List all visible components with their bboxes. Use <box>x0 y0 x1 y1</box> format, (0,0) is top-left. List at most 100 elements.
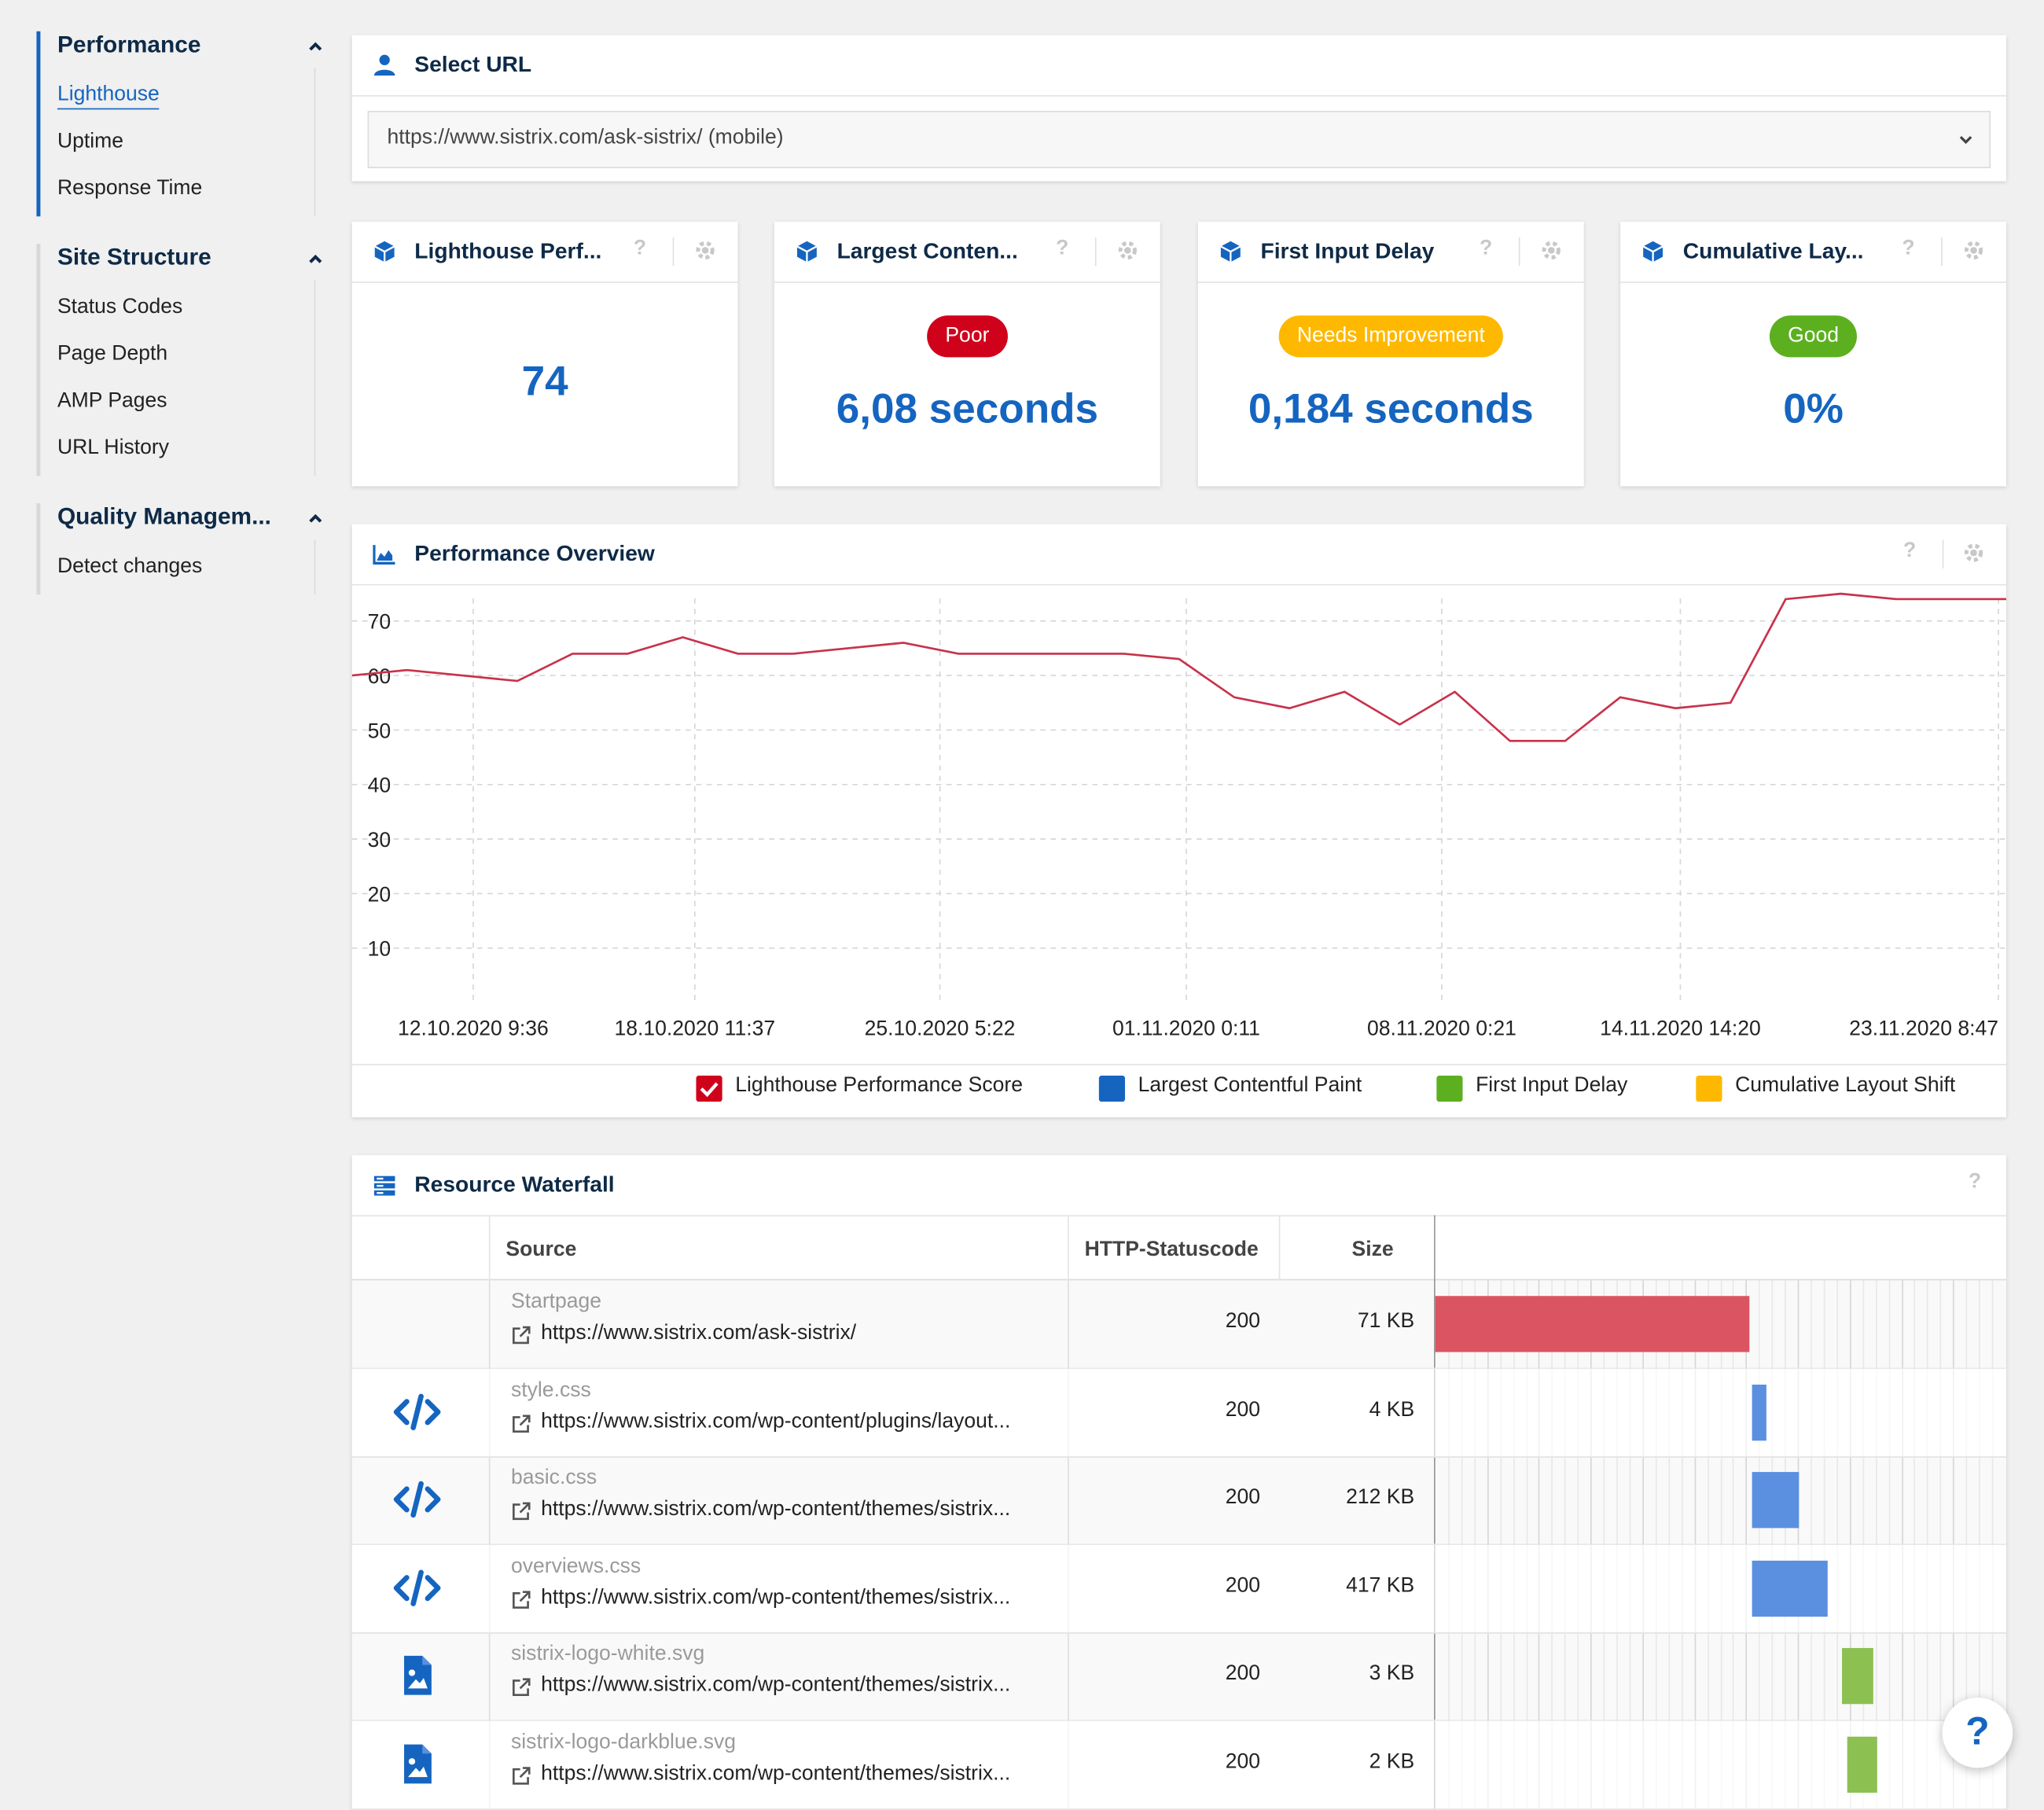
help-icon[interactable]: ? <box>1968 1171 1982 1194</box>
table-row[interactable]: Startpage https://www.sistrix.com/ask-si… <box>351 1280 2006 1370</box>
external-link-icon[interactable] <box>511 1589 532 1610</box>
http-status: 200 <box>1225 1750 1260 1774</box>
resource-url-link[interactable]: https://www.sistrix.com/wp-content/plugi… <box>541 1410 1011 1433</box>
table-row[interactable]: sistrix-logo-darkblue.svg https://www.si… <box>351 1720 2006 1810</box>
metric-card: Largest Conten... ? Poor 6,08 seconds <box>774 221 1160 487</box>
legend-item[interactable]: Cumulative Layout Shift <box>1696 1074 1956 1102</box>
metric-card: Cumulative Lay... ? Good 0% <box>1620 221 2006 487</box>
legend-item[interactable]: Largest Contentful Paint <box>1098 1074 1362 1102</box>
waterfall-bar[interactable] <box>1435 1296 1750 1352</box>
y-tick-label: 20 <box>368 882 392 906</box>
cube-icon <box>796 241 818 263</box>
sidebar-item-page-depth[interactable]: Page Depth <box>57 343 168 366</box>
chevron-up-icon[interactable] <box>307 511 323 527</box>
legend-swatch[interactable] <box>1696 1076 1722 1102</box>
table-row[interactable]: sistrix-logo-white.svg https://www.sistr… <box>351 1633 2006 1722</box>
sidebar-item-uptime[interactable]: Uptime <box>57 130 124 153</box>
resource-label: basic.css <box>511 1466 597 1489</box>
legend-swatch[interactable] <box>1098 1076 1126 1102</box>
help-icon[interactable]: ? <box>1902 539 1917 562</box>
sidebar-heading-performance[interactable]: Performance <box>57 31 201 57</box>
status-badge: Needs Improvement <box>1278 315 1503 358</box>
waterfall-bar[interactable] <box>1751 1472 1800 1529</box>
gear-icon[interactable] <box>1541 240 1562 261</box>
external-link-icon[interactable] <box>511 1501 532 1522</box>
sidebar-item-amp-pages[interactable]: AMP Pages <box>57 389 167 412</box>
resource-url-link[interactable]: https://www.sistrix.com/wp-content/theme… <box>541 1674 1011 1697</box>
sidebar-item-detect-changes[interactable]: Detect changes <box>57 555 203 578</box>
waterfall-bar[interactable] <box>1751 1560 1828 1617</box>
divider <box>314 280 316 476</box>
resource-label: overviews.css <box>511 1554 642 1578</box>
panel-title: Resource Waterfall <box>414 1172 615 1197</box>
legend-item[interactable]: First Input Delay <box>1436 1074 1627 1102</box>
external-link-icon[interactable] <box>511 1765 532 1786</box>
waterfall-bar[interactable] <box>1751 1384 1767 1440</box>
sidebar-heading-site-structure[interactable]: Site Structure <box>57 244 211 270</box>
card-title: Largest Conten... <box>836 238 1018 263</box>
sidebar-item-status-codes[interactable]: Status Codes <box>57 296 183 318</box>
legend-item[interactable]: Lighthouse Performance Score <box>696 1074 1023 1102</box>
metric-card: Lighthouse Perf... ? 74 <box>351 221 738 487</box>
column-header-status[interactable]: HTTP-Statuscode <box>1084 1238 1259 1261</box>
chevron-up-icon[interactable] <box>307 39 323 55</box>
chevron-up-icon[interactable] <box>307 252 323 267</box>
section-indicator <box>36 31 41 217</box>
waterfall-bar[interactable] <box>1846 1736 1877 1793</box>
sidebar-item-response-time[interactable]: Response Time <box>57 177 203 200</box>
sidebar-item-url-history[interactable]: URL History <box>57 436 169 459</box>
gear-icon[interactable] <box>695 240 716 261</box>
metric-value: 0,184 seconds <box>1248 384 1534 432</box>
waterfall-bar[interactable] <box>1842 1648 1874 1705</box>
legend-label: Cumulative Layout Shift <box>1735 1074 1956 1097</box>
cube-icon <box>1220 241 1241 263</box>
resource-label: sistrix-logo-darkblue.svg <box>511 1731 737 1754</box>
resource-size: 2 KB <box>1369 1750 1415 1774</box>
series-line[interactable] <box>351 592 2006 742</box>
resource-url-link[interactable]: https://www.sistrix.com/wp-content/theme… <box>541 1762 1011 1786</box>
help-icon[interactable]: ? <box>1056 237 1069 259</box>
metric-value: 74 <box>521 357 568 405</box>
performance-line-chart[interactable]: 10 20 30 40 50 60 70 <box>351 583 2006 1013</box>
external-link-icon[interactable] <box>511 1325 532 1346</box>
x-tick-label: 23.11.2020 8:47 <box>1849 1018 1999 1041</box>
resource-label: style.css <box>511 1378 591 1401</box>
resource-url-link[interactable]: https://www.sistrix.com/wp-content/theme… <box>541 1586 1011 1609</box>
help-button[interactable]: ? <box>1942 1697 2013 1768</box>
url-select[interactable]: https://www.sistrix.com/ask-sistrix/ (mo… <box>367 110 1991 168</box>
sidebar-item-lighthouse[interactable]: Lighthouse <box>57 83 160 110</box>
server-list-icon <box>373 1175 395 1196</box>
sidebar-heading-quality-management[interactable]: Quality Managem... <box>57 503 271 530</box>
resource-label: Startpage <box>511 1290 602 1313</box>
legend-swatch[interactable] <box>1436 1076 1463 1102</box>
code-icon <box>393 1569 441 1606</box>
gear-icon[interactable] <box>1963 543 1984 564</box>
card-header: Cumulative Lay... ? <box>1620 222 2006 283</box>
resource-url-link[interactable]: https://www.sistrix.com/ask-sistrix/ <box>541 1322 857 1345</box>
external-link-icon[interactable] <box>511 1677 532 1698</box>
card-title: Cumulative Lay... <box>1682 238 1864 263</box>
help-icon[interactable]: ? <box>1480 237 1493 259</box>
help-icon[interactable]: ? <box>1902 237 1915 259</box>
gear-icon[interactable] <box>1117 240 1138 261</box>
metric-value: 0% <box>1783 384 1844 432</box>
table-row[interactable]: overviews.css https://www.sistrix.com/wp… <box>351 1544 2006 1634</box>
column-divider <box>1434 1215 1436 1810</box>
table-row[interactable]: basic.css https://www.sistrix.com/wp-con… <box>351 1457 2006 1546</box>
checkbox-checked-icon[interactable] <box>696 1076 722 1102</box>
column-header-source[interactable]: Source <box>505 1238 577 1261</box>
y-tick-label: 50 <box>368 719 392 742</box>
external-link-icon[interactable] <box>511 1413 532 1434</box>
header-separator <box>1518 237 1520 267</box>
column-divider <box>1278 1215 1281 1281</box>
http-status: 200 <box>1225 1398 1260 1421</box>
resource-url-link[interactable]: https://www.sistrix.com/wp-content/theme… <box>541 1498 1011 1521</box>
url-select-value: https://www.sistrix.com/ask-sistrix/ (mo… <box>387 126 784 149</box>
help-icon[interactable]: ? <box>633 237 647 259</box>
gear-icon[interactable] <box>1963 240 1984 261</box>
http-status: 200 <box>1225 1662 1260 1686</box>
table-row[interactable]: style.css https://www.sistrix.com/wp-con… <box>351 1368 2006 1458</box>
status-badge: Good <box>1769 315 1858 358</box>
header-separator <box>1942 539 1944 568</box>
column-header-size[interactable]: Size <box>1351 1238 1394 1261</box>
